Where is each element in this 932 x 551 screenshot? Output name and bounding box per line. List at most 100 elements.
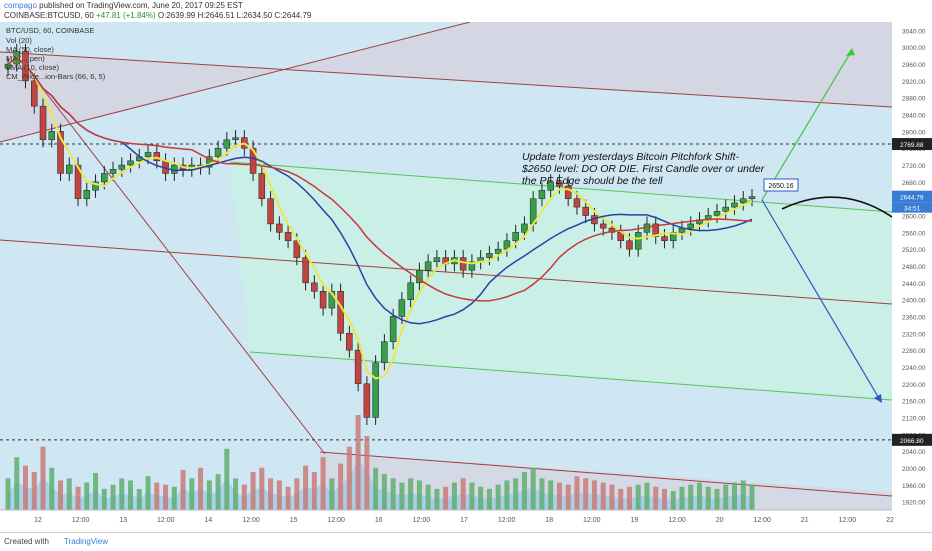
volume-bar	[285, 486, 291, 510]
candle-body	[328, 290, 336, 309]
volume-bar	[136, 488, 142, 510]
y-tick-label: 2000.00	[902, 466, 926, 473]
symbol-line: COINBASE:BTCUSD, 60 +47.81 (+1.84%) O:26…	[4, 11, 311, 20]
tradingview-brand[interactable]: TradingView	[64, 537, 109, 546]
y-tick-label: 2840.00	[902, 113, 926, 120]
x-tick-label: 18	[545, 517, 553, 524]
last-price-label: 2644.79	[900, 195, 924, 202]
x-tick-label: 12:00	[668, 517, 686, 524]
x-tick-label: 13	[119, 517, 127, 524]
upper-band-fill	[0, 22, 892, 142]
candle-body	[153, 152, 161, 162]
candle-body	[276, 223, 283, 233]
level-lower-label: 2066.80	[900, 438, 924, 445]
candle-body	[346, 333, 353, 351]
candle-body	[468, 261, 476, 271]
publisher-link[interactable]: compago	[4, 1, 37, 10]
legend-title: BTC/USD, 60, COINBASE	[6, 26, 94, 35]
volume-bar	[40, 446, 46, 510]
y-tick-label: 2480.00	[902, 264, 926, 271]
publish-line: compago published on TradingView.com, Ju…	[4, 1, 243, 10]
candle-body	[739, 198, 747, 204]
ohlc-text: O:2639.99 H:2646.51 L:2634.50 C:2644.79	[157, 11, 312, 20]
candle-body	[748, 196, 756, 199]
x-tick-label: 16	[375, 517, 383, 524]
volume-bar	[609, 484, 615, 510]
candle-body	[57, 131, 64, 174]
candle-body	[31, 80, 38, 107]
volume-bar	[740, 480, 746, 510]
y-tick-label: 2720.00	[902, 163, 926, 170]
candle-body	[144, 152, 152, 157]
volume-bar	[661, 488, 667, 510]
volume-bar	[460, 478, 466, 510]
candle-body	[687, 223, 694, 229]
candle-body	[608, 227, 616, 233]
x-tick-label: 12:00	[413, 517, 431, 524]
candle-body	[101, 173, 108, 183]
volume-bar	[696, 482, 702, 510]
candle-body	[573, 198, 581, 208]
x-tick-label: 12:00	[753, 517, 771, 524]
x-tick-label: 12:00	[72, 517, 90, 524]
candle-body	[39, 105, 47, 141]
volume-bar	[171, 486, 177, 510]
volume-bar	[259, 467, 265, 510]
pitchfork-handle-upper	[0, 22, 471, 143]
volume-bar	[49, 467, 55, 510]
volume-bar	[329, 478, 335, 510]
candle-body	[372, 362, 379, 418]
volume-bar	[469, 482, 475, 510]
candle-body	[731, 202, 738, 208]
volume-bar	[530, 467, 536, 510]
created-with-text: Created with	[4, 537, 49, 546]
candle-body	[48, 131, 56, 141]
x-tick-label: 20	[716, 517, 724, 524]
volume-bar	[618, 488, 624, 510]
candle-body	[634, 232, 642, 250]
x-tick-label: 22	[886, 517, 894, 524]
y-tick-label: 3000.00	[902, 45, 926, 52]
volume-bar	[58, 480, 64, 510]
volume-bar	[23, 465, 29, 510]
volume-bar	[373, 467, 379, 510]
legend-item: Vol (20)	[6, 36, 32, 45]
symbol-text: COINBASE:BTCUSD, 60	[4, 11, 94, 20]
volume-bar	[688, 484, 694, 510]
x-tick-label: 19	[631, 517, 639, 524]
candle-body	[363, 383, 371, 418]
candle-body	[258, 173, 266, 199]
y-tick-label: 2360.00	[902, 314, 926, 321]
volume-bar	[486, 488, 492, 510]
volume-bar	[451, 482, 457, 510]
volume-bar	[749, 484, 755, 510]
volume-bar	[250, 472, 256, 510]
volume-bar	[653, 486, 659, 510]
volume-bar	[75, 486, 81, 510]
volume-bar	[565, 484, 571, 510]
volume-bar	[443, 486, 449, 510]
x-tick-label: 12:00	[157, 517, 175, 524]
y-tick-label: 2880.00	[902, 96, 926, 103]
price-chart[interactable]: 2650.16 Update from yesterdays Bitcoin Pi…	[0, 22, 932, 532]
arrow-up-line	[761, 49, 853, 201]
ema-red-line	[7, 56, 753, 302]
x-tick-label: 12:00	[327, 517, 345, 524]
volume-bar	[355, 415, 361, 510]
volume-bar	[714, 488, 720, 510]
volume-bar	[478, 486, 484, 510]
volume-bar	[294, 478, 300, 510]
level-upper-box	[892, 138, 932, 151]
y-tick-label: 2800.00	[902, 129, 926, 136]
candle-body	[398, 299, 406, 317]
x-tick-label: 12	[34, 517, 42, 524]
change-text: +47.81 (+1.84%)	[96, 11, 156, 20]
candle-body	[66, 164, 73, 174]
y-tick-label: 2600.00	[902, 214, 926, 221]
volume-bar	[591, 480, 597, 510]
candle-body	[722, 206, 729, 212]
candle-body	[214, 147, 222, 157]
x-tick-label: 15	[290, 517, 298, 524]
candle-body	[661, 236, 668, 242]
volume-bar	[93, 473, 99, 510]
